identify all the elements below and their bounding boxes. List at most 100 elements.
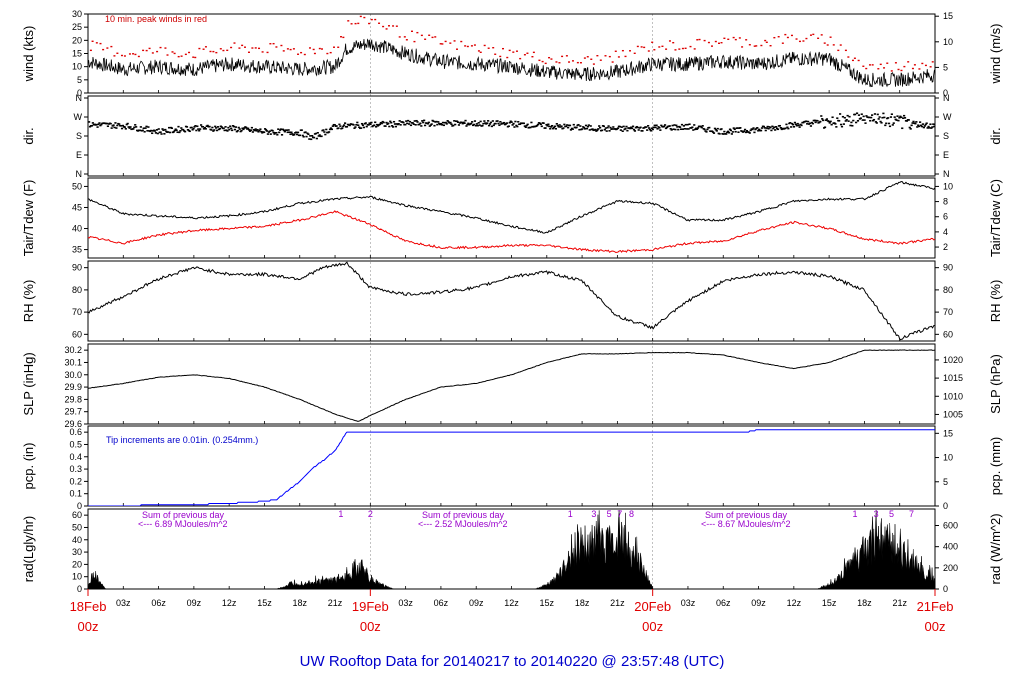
series-wind-direction-deg--point (626, 129, 629, 132)
series-wind-direction-deg--point (730, 133, 733, 135)
series-wind-direction-deg--point (844, 120, 847, 122)
y-axis-label: dir. (21, 127, 36, 144)
series-wind-direction-deg--point (511, 124, 514, 126)
series-wind-direction-deg--point (584, 124, 588, 127)
hour-marker: 2 (368, 509, 373, 519)
day-hour-label: 00z (78, 619, 99, 634)
series-wind-direction-deg--point (764, 129, 767, 132)
series-wind-direction-deg--point (752, 127, 755, 129)
series-wind-direction-deg--point (353, 127, 356, 130)
day-label: 21Feb (917, 599, 954, 614)
series-wind-direction-deg--point (328, 128, 332, 131)
series-wind-direction-deg--point (835, 126, 838, 128)
series-wind-direction-deg--point (160, 133, 163, 135)
series-wind-direction-deg--point (248, 130, 252, 132)
series-wind-direction-deg--point (106, 125, 110, 128)
series-wind-direction-deg--point (834, 123, 837, 125)
series-wind-direction-deg--point (179, 129, 182, 132)
series-wind-direction-deg--point (245, 126, 248, 129)
series-wind-direction-deg--point (880, 121, 883, 124)
series-wind-direction-deg--point (457, 124, 461, 126)
series-wind-direction-deg--point (466, 123, 469, 126)
series-wind-direction-deg--point (686, 123, 689, 126)
series-wind-direction-deg--point (791, 123, 795, 126)
series-wind-direction-deg--point (572, 123, 575, 126)
day-label: 19Feb (352, 599, 389, 614)
series-wind-direction-deg--point (112, 124, 115, 126)
hour-marker: 7 (617, 509, 622, 519)
series-wind-direction-deg--point (701, 125, 704, 127)
series-wind-direction-deg--point (188, 130, 191, 133)
series-wind-direction-deg--point (402, 121, 405, 124)
series-wind-direction-deg--point (95, 123, 98, 126)
series-wind-direction-deg--point (524, 126, 527, 129)
series-wind-direction-deg--point (785, 123, 788, 126)
series-wind-direction-deg--point (484, 122, 487, 124)
y-tick-label: 10 (72, 62, 82, 72)
series-wind-direction-deg--point (633, 130, 637, 132)
series-wind-direction-deg--point (838, 120, 841, 122)
series-wind-direction-deg--point (839, 113, 842, 115)
x-hour-label: 18z (857, 598, 872, 608)
x-hour-label: 09z (751, 598, 766, 608)
series-wind-direction-deg--point (115, 127, 118, 129)
series-wind-direction-deg--point (771, 125, 774, 128)
series-wind-direction-deg--point (126, 122, 129, 125)
series-wind-direction-deg--point (444, 121, 447, 124)
series-wind-direction-deg--point (339, 125, 342, 127)
series-wind-direction-deg--point (775, 127, 779, 130)
peak-winds-note: 10 min. peak winds in red (105, 14, 207, 24)
series-wind-direction-deg--point (637, 129, 640, 131)
series-wind-direction-deg--point (465, 125, 468, 127)
series-wind-direction-deg--point (875, 122, 878, 124)
series-wind-direction-deg--point (341, 127, 344, 129)
series-wind-direction-deg--point (608, 130, 611, 132)
series-wind-direction-deg--point (932, 123, 935, 125)
series-wind-direction-deg--point (132, 128, 135, 130)
series-wind-direction-deg--point (754, 128, 757, 131)
series-wind-direction-deg--point (672, 128, 675, 130)
series-wind-direction-deg--point (494, 122, 497, 125)
series-wind-direction-deg--point (213, 129, 216, 131)
series-wind-direction-deg--point (114, 122, 117, 124)
series-wind-direction-deg--point (569, 129, 573, 131)
series-wind-direction-deg--point (279, 128, 283, 130)
series-wind-direction-deg--point (836, 117, 839, 119)
series-wind-direction-deg--point (255, 129, 258, 132)
series-wind-direction-deg--point (381, 120, 384, 123)
y-tick-label: 30.0 (64, 370, 82, 380)
series-wind-direction-deg--point (903, 114, 906, 117)
hour-marker: 1 (852, 509, 857, 519)
x-hour-label: 09z (469, 598, 484, 608)
series-wind-direction-deg--point (598, 125, 601, 127)
series-wind-direction-deg--point (91, 122, 94, 124)
series-wind-direction-deg--point (335, 125, 338, 127)
series-wind-direction-deg--point (908, 126, 911, 129)
series-wind-direction-deg--point (688, 123, 691, 126)
right-tick-label: 5 (943, 62, 948, 72)
series-wind-direction-deg--point (824, 119, 828, 121)
x-hour-label: 12z (504, 598, 519, 608)
series-wind-direction-deg--point (712, 132, 716, 134)
series-wind-direction-deg--point (185, 126, 189, 128)
series-wind-direction-deg--point (778, 124, 781, 127)
series-wind-direction-deg--point (933, 125, 935, 128)
series-group-temperature (88, 181, 935, 253)
series-wind-direction-deg--point (343, 124, 346, 126)
series-wind-direction-deg--point (177, 125, 180, 128)
y-tick-label: 5 (77, 75, 82, 85)
series-wind-direction-deg--point (515, 124, 518, 127)
series-wind-direction-deg--point (595, 130, 598, 132)
series-wind-direction-deg--point (215, 129, 219, 132)
series-wind-direction-deg--point (581, 128, 584, 130)
right-tick-label: 1005 (943, 409, 963, 419)
series-wind-direction-deg--point (310, 138, 313, 141)
y-tick-label: 20 (72, 559, 82, 569)
series-wind-direction-deg--point (814, 121, 817, 124)
series-wind-direction-deg--point (176, 131, 179, 134)
series-wind-direction-deg--point (685, 128, 688, 130)
series-wind-direction-deg--point (860, 113, 863, 116)
right-tick-label: 0 (943, 501, 948, 511)
series-wind-direction-deg--point (190, 126, 193, 129)
series-wind-direction-deg--point (743, 130, 746, 133)
